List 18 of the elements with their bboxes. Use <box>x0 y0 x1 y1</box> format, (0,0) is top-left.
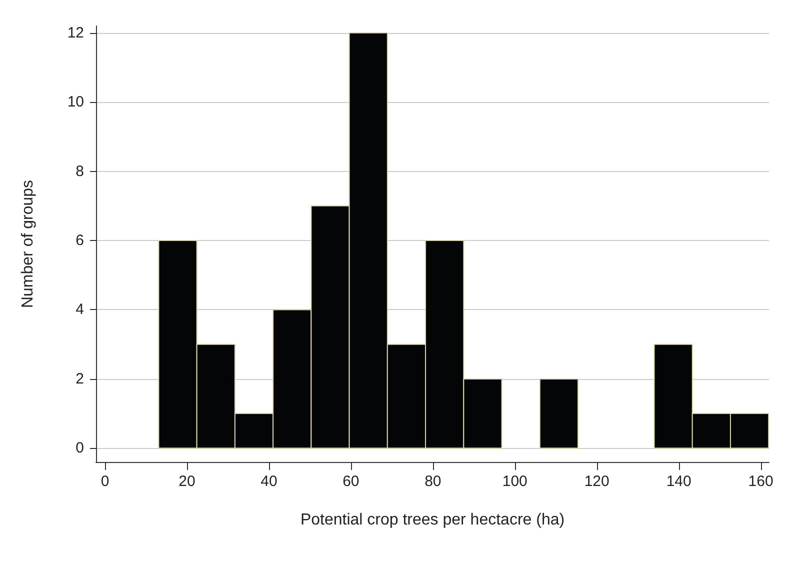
x-tick-label: 140 <box>666 473 692 490</box>
y-tick-label: 6 <box>76 232 84 250</box>
x-tick-label: 80 <box>424 473 442 490</box>
y-tick-label: 12 <box>67 24 84 42</box>
x-tick-label: 60 <box>342 473 360 490</box>
x-tick-label: 20 <box>178 473 196 490</box>
x-tick-label: 40 <box>260 473 278 490</box>
y-tick-label: 8 <box>76 162 84 180</box>
x-tick-label: 0 <box>100 473 110 490</box>
x-tick-label: 160 <box>748 473 774 490</box>
y-tick-label: 10 <box>67 94 84 111</box>
y-axis-title: Number of groups <box>20 180 36 308</box>
x-axis-title: Potential crop trees per hectacre (ha) <box>300 512 565 528</box>
y-tick-label: 2 <box>76 370 84 388</box>
y-tick-label: 0 <box>76 440 84 457</box>
x-tick-label: 120 <box>584 473 610 490</box>
x-tick-label: 100 <box>502 473 528 490</box>
y-tick-label: 4 <box>76 301 84 318</box>
